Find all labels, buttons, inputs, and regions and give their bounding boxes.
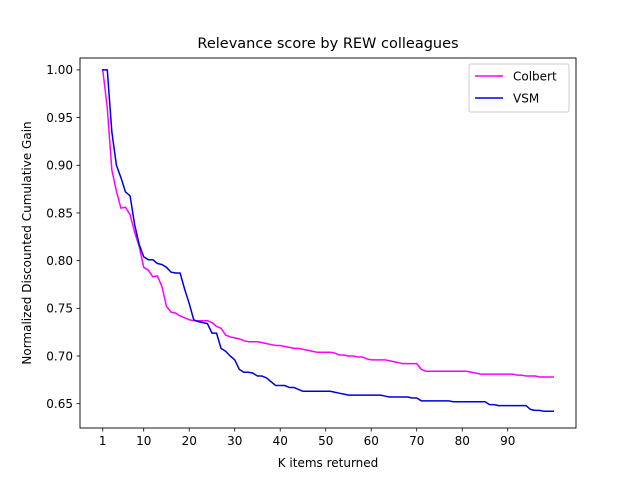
y-tick-label: 0.65 (46, 397, 73, 411)
x-tick-label: 10 (136, 434, 151, 448)
x-tick-label: 80 (455, 434, 470, 448)
x-tick-label: 20 (182, 434, 197, 448)
y-tick-label: 0.80 (46, 254, 73, 268)
x-tick-label: 60 (364, 434, 379, 448)
x-tick-label: 90 (500, 434, 515, 448)
y-tick-label: 1.00 (46, 63, 73, 77)
y-tick-label: 0.95 (46, 111, 73, 125)
legend: Colbert VSM (468, 63, 570, 113)
y-tick-label: 0.90 (46, 159, 73, 173)
x-axis-title: K items returned (278, 456, 379, 470)
x-tick-label: 1 (99, 434, 107, 448)
legend-label-colbert: Colbert (513, 69, 557, 83)
plot-area-frame (79, 57, 577, 429)
y-tick-label: 0.85 (46, 206, 73, 220)
series-line-vsm (102, 69, 554, 413)
y-tick-label: 0.70 (46, 349, 73, 363)
x-tick-label: 50 (318, 434, 333, 448)
x-tick-label: 40 (273, 434, 288, 448)
x-tick-label: 70 (409, 434, 424, 448)
series-line-colbert (101, 69, 554, 378)
y-axis-title: Normalized Discounted Cumulative Gain (20, 121, 34, 364)
legend-label-vsm: VSM (513, 91, 539, 105)
x-axis: 1 10 20 30 40 50 60 70 80 90 (99, 428, 515, 448)
series-layer (101, 69, 554, 413)
y-axis: 0.65 0.70 0.75 0.80 0.85 0.90 0.95 1.00 (46, 63, 80, 411)
chart-title: Relevance score by REW colleagues (197, 36, 458, 52)
y-tick-label: 0.75 (46, 302, 73, 316)
x-tick-label: 30 (227, 434, 242, 448)
